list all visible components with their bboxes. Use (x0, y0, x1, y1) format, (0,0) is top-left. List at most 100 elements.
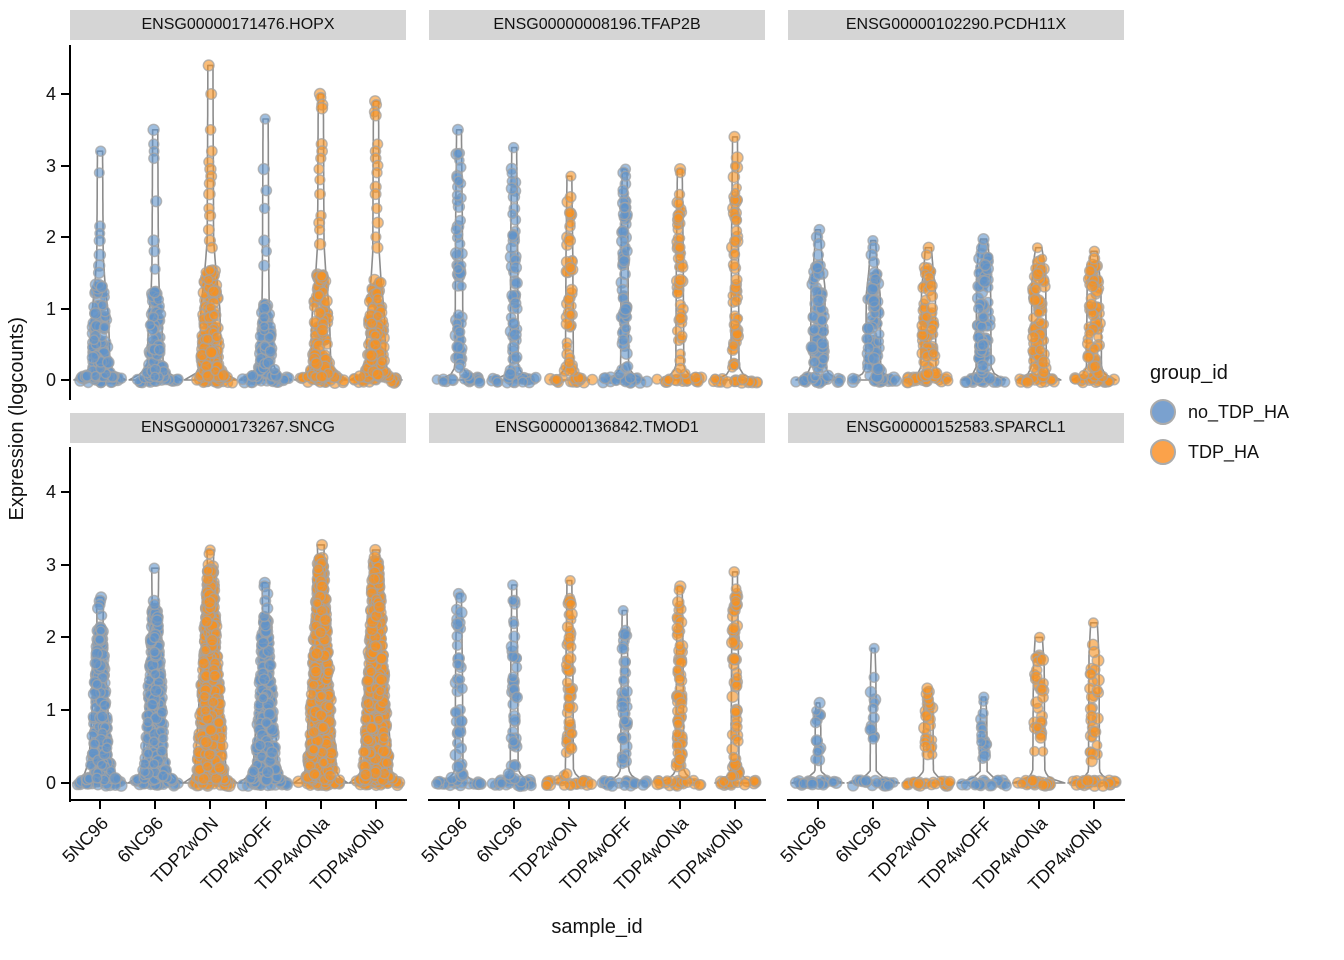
data-point (925, 279, 938, 292)
data-point (455, 161, 467, 173)
data-point (617, 334, 630, 346)
data-point (728, 318, 741, 331)
data-point (367, 572, 381, 586)
facet-panel (71, 538, 406, 793)
data-point (619, 302, 633, 316)
data-point (563, 716, 576, 729)
data-point (95, 145, 107, 157)
data-point (454, 326, 466, 338)
data-point (976, 359, 989, 372)
data-point (374, 276, 387, 289)
data-point (452, 309, 465, 321)
legend: group_id no_TDP_HA TDP_HA (1150, 362, 1340, 479)
data-point (812, 237, 826, 251)
data-point (730, 225, 743, 237)
data-point (862, 342, 875, 354)
data-point (365, 348, 378, 362)
data-point (315, 580, 329, 593)
data-point (889, 374, 903, 387)
data-point (89, 307, 102, 320)
data-point (150, 195, 163, 208)
data-point (217, 368, 231, 382)
data-point (507, 229, 519, 242)
legend-item: no_TDP_HA (1150, 399, 1340, 425)
facet-panel (431, 123, 763, 389)
data-point (618, 674, 629, 686)
data-point (200, 705, 211, 717)
data-point (372, 311, 383, 322)
data-point (491, 376, 503, 388)
data-point (360, 713, 372, 724)
data-point (365, 666, 377, 678)
data-point (313, 163, 325, 175)
data-point (693, 778, 706, 791)
data-point (673, 188, 686, 201)
data-point (197, 657, 211, 670)
data-point (1021, 376, 1034, 389)
data-point (108, 771, 122, 785)
data-point (202, 59, 215, 72)
data-point (313, 237, 327, 251)
data-point (316, 690, 327, 702)
data-point (261, 602, 274, 615)
data-point (315, 323, 329, 337)
data-point (565, 598, 577, 611)
data-point (727, 258, 740, 271)
data-point (149, 668, 161, 680)
data-point (503, 367, 517, 381)
data-point (371, 166, 383, 179)
data-point (508, 630, 521, 643)
data-point (450, 617, 464, 631)
data-point (369, 109, 382, 122)
data-point (208, 310, 220, 321)
data-point (451, 340, 465, 354)
data-point (922, 367, 934, 380)
data-point (926, 302, 939, 315)
data-point (505, 640, 519, 654)
data-point (564, 742, 578, 755)
data-point (148, 562, 161, 574)
data-point (507, 141, 520, 154)
data-point (198, 321, 209, 332)
legend-label: TDP_HA (1188, 441, 1260, 462)
data-point (720, 375, 734, 389)
data-point (816, 314, 828, 327)
data-point (456, 281, 467, 292)
data-point (517, 376, 529, 388)
legend-label: no_TDP_HA (1188, 401, 1290, 422)
data-point (619, 268, 631, 281)
data-point (510, 276, 523, 290)
data-point (454, 214, 466, 227)
data-point (373, 600, 386, 614)
data-point (1084, 328, 1095, 339)
data-point (452, 148, 464, 160)
data-point (310, 647, 324, 661)
data-point (729, 235, 742, 248)
facet-strip: ENSG00000102290.PCDH11X (788, 10, 1124, 40)
data-point (507, 208, 518, 220)
data-point (315, 538, 328, 551)
data-point (370, 231, 382, 243)
data-point (508, 735, 519, 747)
data-point (510, 661, 523, 674)
data-point (92, 266, 106, 279)
data-point (259, 113, 271, 125)
data-point (620, 656, 631, 668)
data-point (821, 369, 835, 383)
data-point (138, 758, 150, 770)
data-point (1028, 293, 1041, 307)
data-point (727, 170, 741, 184)
data-point (142, 748, 154, 759)
data-point (149, 263, 161, 275)
data-point (1088, 252, 1101, 265)
data-point (564, 261, 577, 274)
data-point (314, 224, 326, 236)
data-point (202, 565, 214, 576)
data-point (474, 777, 487, 790)
data-point (1033, 307, 1044, 318)
data-point (93, 167, 105, 179)
data-point (861, 322, 875, 335)
data-point (205, 88, 218, 101)
data-point (624, 372, 637, 384)
data-point (308, 767, 321, 781)
